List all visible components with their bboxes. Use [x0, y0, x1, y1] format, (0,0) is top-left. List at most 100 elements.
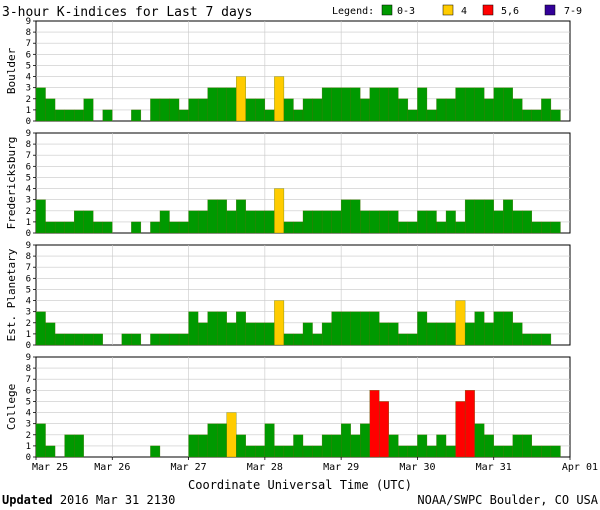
bar-college-1 [45, 445, 56, 458]
y-tick-label: 0 [26, 117, 31, 127]
bar-fredericksburg-46 [474, 199, 485, 234]
bar-est-planetary-26 [283, 333, 294, 346]
bar-boulder-0 [35, 87, 46, 122]
bar-est-planetary-24 [264, 322, 275, 346]
bar-college-37 [388, 434, 399, 458]
bar-boulder-49 [503, 87, 513, 122]
bar-college-4 [73, 434, 84, 458]
bar-fredericksburg-18 [207, 199, 218, 234]
panel-label-fredericksburg: Fredericksburg [5, 137, 18, 230]
bar-college-39 [407, 445, 418, 458]
bar-college-49 [503, 445, 513, 458]
bar-est-planetary-13 [159, 333, 170, 346]
bar-college-27 [293, 434, 304, 458]
bar-college-28 [302, 445, 313, 458]
bar-est-planetary-0 [35, 311, 46, 346]
y-tick-label: 5 [26, 397, 31, 407]
bar-boulder-37 [388, 87, 399, 122]
panel-label-college: College [5, 384, 18, 430]
bar-boulder-29 [312, 98, 323, 122]
bar-fredericksburg-53 [541, 221, 552, 234]
bar-fredericksburg-0 [35, 199, 46, 234]
y-tick-label: 9 [26, 353, 31, 363]
bar-est-planetary-14 [169, 333, 180, 346]
bar-boulder-23 [255, 98, 266, 122]
chart-title: 3-hour K-indices for Last 7 days [2, 5, 252, 20]
y-tick-label: 7 [26, 39, 31, 49]
bar-est-planetary-25 [274, 300, 285, 346]
y-tick-label: 4 [26, 73, 31, 83]
y-tick-label: 7 [26, 263, 31, 273]
bar-boulder-43 [445, 98, 456, 122]
bar-est-planetary-31 [331, 311, 342, 346]
bar-boulder-13 [159, 98, 170, 122]
bar-est-planetary-50 [512, 322, 523, 346]
bar-est-planetary-44 [455, 300, 466, 346]
bar-college-46 [474, 423, 485, 458]
legend: Legend: 0-3 4 5,6 7-9 [332, 4, 582, 17]
bar-boulder-18 [207, 87, 218, 122]
bar-fredericksburg-3 [64, 221, 75, 234]
y-tick-label: 9 [26, 241, 31, 251]
legend-item-5-6: 5,6 [501, 6, 519, 17]
bar-fredericksburg-15 [178, 221, 189, 234]
updated-timestamp: 2016 Mar 31 2130 [60, 493, 176, 507]
bar-boulder-40 [417, 87, 428, 122]
bar-fredericksburg-29 [312, 210, 323, 234]
bar-fredericksburg-36 [379, 210, 389, 234]
bar-fredericksburg-54 [550, 221, 561, 234]
bar-college-12 [150, 445, 161, 458]
y-tick-label: 0 [26, 229, 31, 239]
bar-boulder-46 [474, 87, 485, 122]
bar-est-planetary-35 [369, 311, 380, 346]
bar-fredericksburg-32 [340, 199, 351, 234]
bar-fredericksburg-25 [274, 188, 285, 234]
bar-fredericksburg-35 [369, 210, 380, 234]
bar-est-planetary-15 [178, 333, 189, 346]
bar-fredericksburg-44 [455, 221, 466, 234]
bar-boulder-39 [407, 109, 418, 122]
bar-boulder-19 [217, 87, 227, 122]
bar-boulder-25 [274, 76, 285, 122]
bar-college-32 [340, 423, 351, 458]
bar-fredericksburg-48 [493, 210, 504, 234]
bar-college-40 [417, 434, 428, 458]
y-tick-label: 3 [26, 196, 31, 206]
bar-fredericksburg-49 [503, 199, 513, 234]
bar-college-20 [226, 412, 237, 458]
bar-college-47 [484, 434, 494, 458]
bar-fredericksburg-51 [522, 210, 533, 234]
bar-est-planetary-45 [464, 322, 475, 346]
bar-boulder-3 [64, 109, 75, 122]
bar-fredericksburg-4 [73, 210, 84, 234]
bar-boulder-22 [245, 98, 256, 122]
y-tick-label: 2 [26, 319, 31, 329]
bar-fredericksburg-7 [102, 221, 113, 234]
bar-fredericksburg-2 [54, 221, 65, 234]
bar-fredericksburg-34 [360, 210, 370, 234]
bar-fredericksburg-10 [131, 221, 142, 234]
bar-est-planetary-36 [379, 322, 389, 346]
bar-college-23 [255, 445, 266, 458]
y-tick-label: 2 [26, 207, 31, 217]
legend-swatch-4 [442, 4, 454, 16]
bar-est-planetary-52 [531, 333, 542, 346]
bar-boulder-5 [83, 98, 94, 122]
x-tick-label-mar-31: Mar 31 [476, 462, 512, 473]
bar-fredericksburg-22 [245, 210, 256, 234]
bar-college-16 [188, 434, 199, 458]
bar-boulder-20 [226, 87, 237, 122]
bar-fredericksburg-5 [83, 210, 94, 234]
legend-label: Legend: [332, 6, 374, 17]
legend-swatch-0-3 [381, 4, 393, 16]
bar-est-planetary-18 [207, 311, 218, 346]
y-tick-label: 9 [26, 17, 31, 27]
bar-boulder-41 [426, 109, 437, 122]
bar-boulder-7 [102, 109, 113, 122]
bar-fredericksburg-1 [45, 221, 56, 234]
y-tick-label: 6 [26, 162, 31, 172]
y-tick-label: 1 [26, 106, 31, 116]
legend-swatch-7-9 [544, 4, 556, 16]
